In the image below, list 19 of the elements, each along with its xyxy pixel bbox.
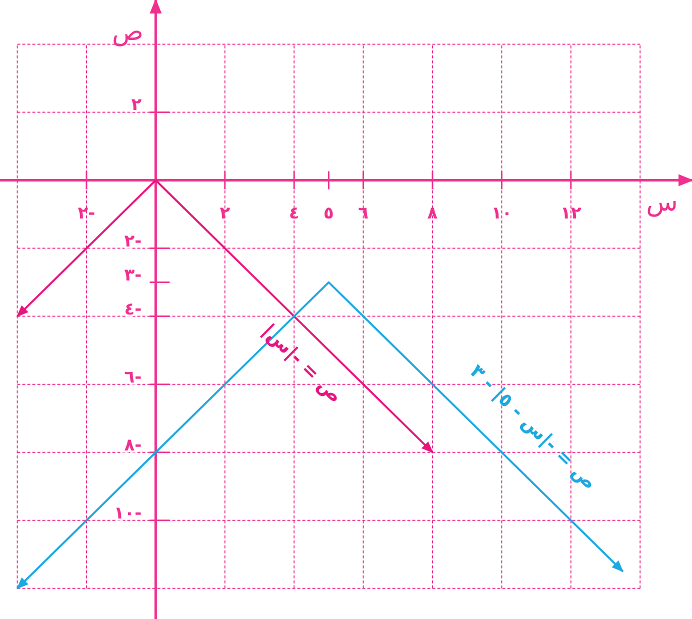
y-tick-label: ٣- (124, 265, 142, 286)
x-tick-label: ٨ (427, 203, 438, 224)
y-tick-label: ٢ (131, 95, 142, 116)
x-tick-label: ١٠ (491, 203, 512, 224)
y-tick-label: ١٠- (114, 503, 142, 524)
x-tick-label: ٢- (78, 203, 96, 224)
y-tick-label: ٨- (124, 435, 142, 456)
y-tick-label: ٢- (124, 231, 142, 252)
x-tick-label: ١٢ (560, 203, 582, 224)
y-tick-label: ٦- (124, 367, 142, 388)
x-tick-label: ٥ (324, 203, 334, 224)
y-tick-label: ٤- (124, 299, 142, 320)
annotation: ص = -|س - ٥| - ٣ (466, 360, 601, 494)
x-tick-label: ٤ (288, 203, 300, 224)
x-tick-label: ٢ (220, 203, 231, 224)
x-axis-title: س (646, 187, 678, 218)
y-axis-title: ص (112, 17, 144, 47)
annotation: ص = -|س| (258, 320, 346, 408)
x-tick-label: ٦ (358, 203, 368, 224)
